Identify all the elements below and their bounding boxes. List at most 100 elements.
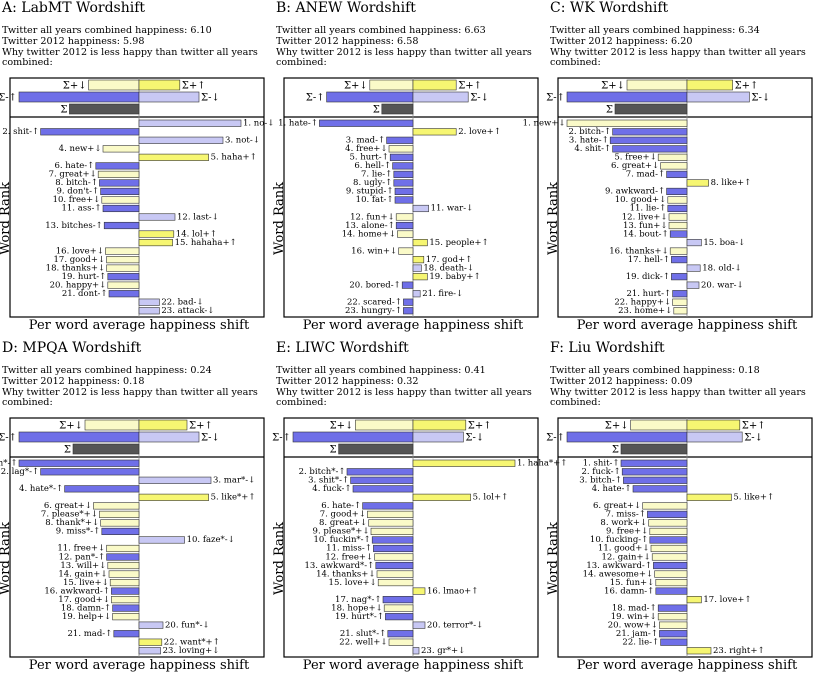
word-bar: [657, 613, 688, 621]
word-label: 4. fuck-↑: [312, 484, 351, 494]
word-label: 11. war-↓: [431, 204, 474, 214]
word-label: 15. live+↓: [63, 578, 109, 588]
word-bar: [612, 145, 688, 153]
word-label: 6. hate-↑: [55, 161, 95, 171]
word-label: 13. awkward*-↑: [304, 561, 374, 571]
info-line: Twitter 2012 happiness: 6.20: [550, 35, 693, 47]
word-label: 13. bitches-↑: [45, 221, 102, 231]
chart-frame: [283, 77, 539, 318]
word-label: 15. hahaha+↑: [175, 238, 237, 248]
word-label: 5. haha+↑: [211, 153, 257, 163]
summary-pos-up-bar: [138, 79, 181, 91]
word-label: 22. well+↓: [339, 637, 387, 647]
word-bar: [653, 561, 688, 570]
word-bar: [350, 476, 414, 484]
word-bar: [660, 638, 688, 646]
word-bar: [395, 213, 414, 221]
chart-frame: [9, 77, 265, 318]
word-label: 18. damn-↑: [61, 603, 111, 613]
word-bar: [669, 247, 688, 255]
word-bar: [412, 128, 457, 136]
word-label: 23. home+↓: [618, 306, 672, 316]
summary-neg-up-bar: [18, 91, 140, 103]
summary-total-bar: [338, 443, 414, 455]
word-label: 11. good+↓: [598, 544, 650, 554]
word-bar: [107, 281, 140, 289]
summary-neg-down-bar: [412, 431, 464, 443]
word-bar: [657, 153, 688, 161]
info-line: Twitter all years combined happiness: 6.…: [2, 25, 212, 36]
word-label: 21. jam-↑: [616, 629, 658, 639]
word-label: 17. good+↓: [54, 255, 106, 265]
x-axis-label: Per word average happiness shift: [577, 318, 798, 333]
word-bar: [346, 468, 414, 476]
word-label: 7. please*+↓: [41, 510, 98, 520]
info-line: Why twitter 2012 is less happy than twit…: [2, 386, 258, 409]
word-bar: [100, 187, 140, 195]
word-bar: [376, 570, 414, 578]
word-label: 20. happy+↓: [50, 280, 107, 290]
word-label: 13. alone-↑: [345, 221, 395, 231]
word-label: 3. mar*-↓: [213, 476, 255, 486]
word-bar: [64, 485, 140, 493]
info-line: Twitter all years combined happiness: 6.…: [550, 25, 760, 36]
info-line: Twitter all years combined happiness: 0.…: [276, 365, 486, 376]
word-bar: [412, 256, 425, 264]
word-label: 21. fire-↓: [422, 289, 463, 299]
word-bar: [412, 587, 426, 595]
summary-label: Σ: [64, 445, 71, 456]
summary-total-bar: [620, 443, 688, 455]
summary-total-bar: [381, 103, 414, 115]
panel-anew: B: ANEW Wordshift Twitter all years combi…: [272, 0, 540, 333]
word-bar: [623, 476, 688, 484]
word-label: 8. like+↑: [711, 178, 752, 188]
summary-label: Σ-↑: [0, 93, 17, 104]
wordshift-chart: Σ+↓ Σ+↑ Σ-↑ Σ-↓ Σ 1. hate-↑ 2. love+↑ 3. mad-↑4…: [272, 77, 539, 333]
word-bar: [40, 128, 140, 136]
chart-frame: [557, 417, 813, 658]
word-label: 6. great+↓: [611, 161, 659, 171]
word-bar: [657, 604, 688, 612]
word-bar: [650, 544, 688, 553]
word-bar: [686, 281, 700, 289]
word-label: 23. loving+↓: [163, 646, 220, 656]
word-bar: [112, 604, 140, 612]
word-label: 23. hungry-↑: [345, 306, 402, 316]
word-label: 9. miss*-↑: [56, 527, 101, 537]
xlabel-backdrop: [576, 658, 798, 670]
word-bar: [659, 630, 688, 638]
summary-pos-down-bar: [355, 419, 414, 431]
word-label: 23. gr*+↓: [421, 646, 465, 656]
word-bar: [609, 136, 688, 144]
word-label: 15. fun+↓: [610, 578, 655, 588]
word-label: 23. right+↑: [713, 646, 765, 656]
word-bar: [412, 204, 429, 213]
word-bar: [99, 510, 140, 518]
word-bar: [138, 476, 212, 484]
word-bar: [621, 468, 688, 476]
summary-label: Σ+↑: [735, 81, 759, 92]
word-bar: [412, 264, 422, 272]
panel-liwc: E: LIWC Wordshift Twitter all years combi…: [272, 340, 567, 673]
word-label: 11. lie-↑: [630, 204, 667, 214]
word-bar: [412, 493, 471, 501]
word-label: 3. bitch-↑: [579, 476, 622, 486]
word-label: 18. death-↓: [423, 263, 474, 273]
word-label: 14. lol+↑: [176, 229, 217, 239]
summary-pos-up-bar: [412, 419, 467, 431]
info-line: Why twitter 2012 is less happy than twit…: [276, 386, 532, 409]
word-bar: [403, 298, 414, 306]
word-bar: [106, 553, 140, 561]
word-bar: [668, 221, 688, 230]
word-bar: [403, 307, 414, 315]
summary-label: Σ-↑: [306, 93, 325, 104]
word-label: 22. happy+↓: [614, 297, 671, 307]
xlabel-backdrop: [302, 318, 524, 330]
word-bar: [654, 570, 688, 578]
word-bar: [648, 519, 688, 527]
word-label: 12. fun+↓: [350, 212, 395, 222]
word-bar: [671, 256, 688, 264]
word-label: 19. win+↓: [611, 612, 657, 622]
word-label: 14. thanks+↓: [316, 569, 375, 579]
word-label: 9. awkward-↑: [605, 187, 665, 197]
